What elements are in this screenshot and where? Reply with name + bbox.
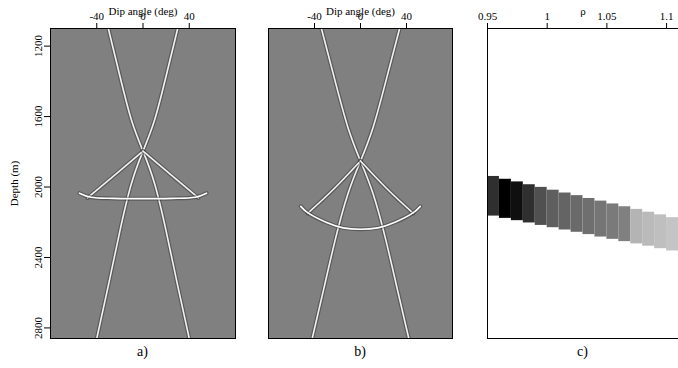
svg-text:1600: 1600 xyxy=(32,105,44,128)
svg-text:40: 40 xyxy=(184,10,196,22)
svg-text:Dip angle (deg): Dip angle (deg) xyxy=(108,5,177,18)
html-text:b): b) xyxy=(354,344,366,359)
html-text:c): c) xyxy=(577,344,588,359)
svg-text:2000: 2000 xyxy=(32,176,44,199)
svg-text:2800: 2800 xyxy=(32,316,44,339)
svg-text:-40: -40 xyxy=(307,10,322,22)
svg-text:1.05: 1.05 xyxy=(597,10,617,22)
svg-text:-40: -40 xyxy=(89,10,104,22)
svg-text:Depth (m): Depth (m) xyxy=(8,160,21,206)
svg-text:1200: 1200 xyxy=(32,35,44,58)
svg-text:Dip angle (deg): Dip angle (deg) xyxy=(326,5,395,18)
svg-text:2400: 2400 xyxy=(32,246,44,269)
svg-text:40: 40 xyxy=(401,10,413,22)
svg-text:1: 1 xyxy=(544,10,550,22)
svg-text:ρ: ρ xyxy=(580,5,586,17)
svg-text:1.1: 1.1 xyxy=(660,10,674,22)
html-text:a): a) xyxy=(137,344,148,359)
svg-text:0.95: 0.95 xyxy=(478,10,498,22)
